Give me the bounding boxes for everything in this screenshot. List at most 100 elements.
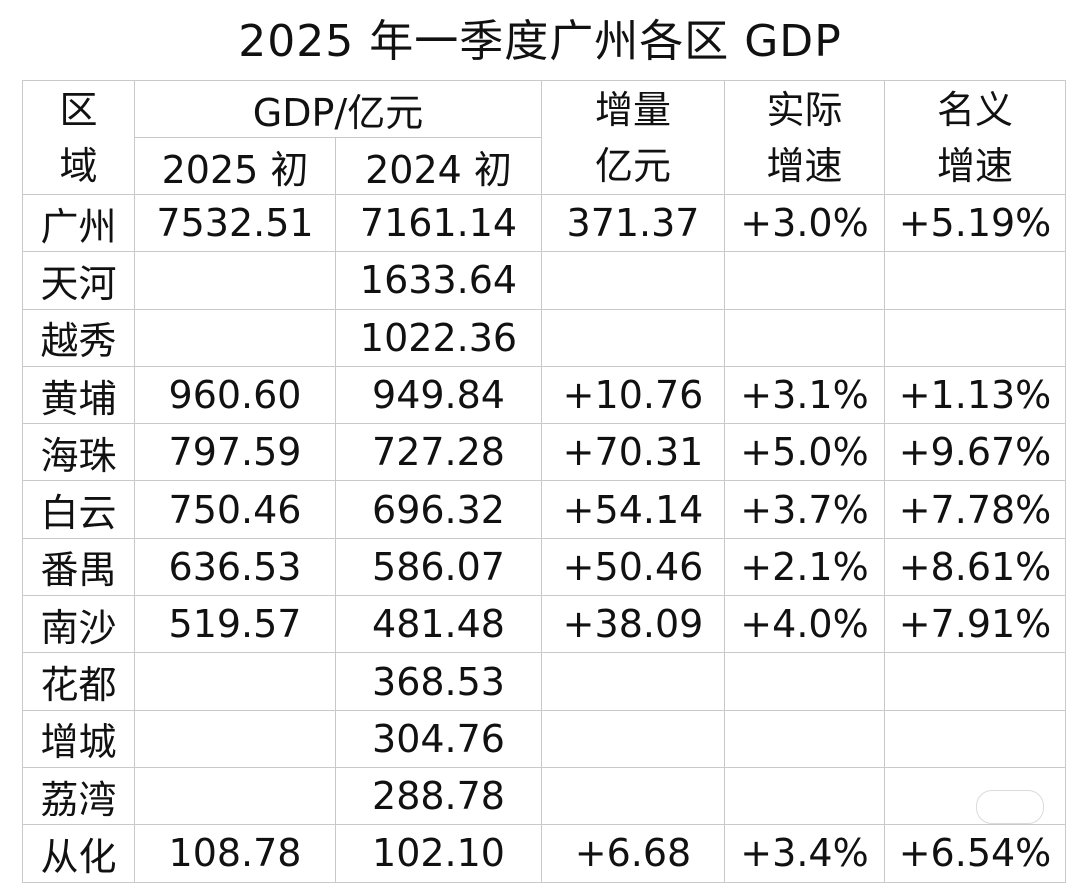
- cell-gdp-2024: 304.76: [335, 709, 542, 768]
- header-region-line-1: 区: [59, 87, 98, 132]
- cell-real-growth: [724, 766, 885, 826]
- cell-region: 黄埔: [22, 365, 135, 425]
- cell-gdp-2024: 1022.36: [335, 308, 542, 367]
- cell-gdp-2025: 797.59: [134, 423, 336, 482]
- header-increase-line-1: 增量: [594, 87, 671, 132]
- header-region-line-2: 域: [59, 143, 98, 188]
- cell-increase: +6.68: [541, 824, 725, 883]
- cell-nominal-growth: +5.19%: [884, 193, 1066, 253]
- header-increase: 增量 亿元: [541, 80, 725, 195]
- cell-region: 广州: [22, 193, 135, 253]
- cell-real-growth: +3.1%: [724, 365, 885, 425]
- cell-nominal-growth: +7.78%: [884, 480, 1066, 539]
- table-row: 番禺 636.53 586.07 +50.46 +2.1% +8.61%: [22, 537, 1066, 597]
- cell-region: 增城: [22, 709, 135, 768]
- header-real-growth: 实际 增速: [724, 80, 885, 195]
- cell-gdp-2025: 636.53: [134, 537, 336, 597]
- cell-region: 花都: [22, 652, 135, 711]
- table-row: 海珠 797.59 727.28 +70.31 +5.0% +9.67%: [22, 423, 1066, 482]
- cell-increase: +70.31: [541, 423, 725, 482]
- cell-gdp-2025: 519.57: [134, 595, 336, 654]
- cell-gdp-2024: 586.07: [335, 537, 542, 597]
- cell-gdp-2024: 368.53: [335, 652, 542, 711]
- cell-nominal-growth: +1.13%: [884, 365, 1066, 425]
- cell-nominal-growth: +8.61%: [884, 537, 1066, 597]
- cell-increase: [541, 709, 725, 768]
- cell-gdp-2024: 1633.64: [335, 251, 542, 310]
- cell-gdp-2025: [134, 251, 336, 310]
- cell-gdp-2024: 696.32: [335, 480, 542, 539]
- header-nominal-growth-line-2: 增速: [936, 143, 1013, 188]
- cell-gdp-2024: 727.28: [335, 423, 542, 482]
- cell-region: 从化: [22, 824, 135, 883]
- page-title: 2025 年一季度广州各区 GDP: [238, 16, 842, 67]
- header-real-growth-line-1: 实际: [766, 87, 843, 132]
- cell-region: 番禺: [22, 537, 135, 597]
- cell-region: 越秀: [22, 308, 135, 367]
- cell-nominal-growth: [884, 251, 1066, 310]
- cell-gdp-2025: 960.60: [134, 365, 336, 425]
- header-nominal-growth: 名义 增速: [884, 80, 1066, 195]
- gdp-table: 区 域 GDP/亿元 增量 亿元 实际 增速 名义 增速 2025 初 2024…: [22, 80, 1066, 883]
- cell-nominal-growth: [884, 308, 1066, 367]
- cell-region: 南沙: [22, 595, 135, 654]
- cell-increase: [541, 766, 725, 826]
- header-2024: 2024 初: [335, 137, 542, 195]
- cell-region: 荔湾: [22, 766, 135, 826]
- cell-nominal-growth: +7.91%: [884, 595, 1066, 654]
- header-2025: 2025 初: [134, 137, 336, 195]
- table-row: 花都 368.53: [22, 652, 1066, 711]
- table-row: 广州 7532.51 7161.14 371.37 +3.0% +5.19%: [22, 193, 1066, 253]
- cell-gdp-2024: 481.48: [335, 595, 542, 654]
- cell-real-growth: [724, 709, 885, 768]
- table-row: 黄埔 960.60 949.84 +10.76 +3.1% +1.13%: [22, 365, 1066, 425]
- watermark-logo: [976, 790, 1044, 824]
- cell-gdp-2025: 7532.51: [134, 193, 336, 253]
- cell-gdp-2025: 750.46: [134, 480, 336, 539]
- table-row: 从化 108.78 102.10 +6.68 +3.4% +6.54%: [22, 824, 1066, 883]
- cell-gdp-2024: 102.10: [335, 824, 542, 883]
- cell-real-growth: +5.0%: [724, 423, 885, 482]
- cell-gdp-2025: [134, 709, 336, 768]
- cell-increase: +54.14: [541, 480, 725, 539]
- cell-increase: +50.46: [541, 537, 725, 597]
- cell-real-growth: [724, 652, 885, 711]
- cell-increase: +10.76: [541, 365, 725, 425]
- cell-real-growth: +4.0%: [724, 595, 885, 654]
- cell-real-growth: [724, 251, 885, 310]
- cell-nominal-growth: [884, 652, 1066, 711]
- cell-gdp-2025: [134, 308, 336, 367]
- cell-region: 白云: [22, 480, 135, 539]
- table-row: 越秀 1022.36: [22, 308, 1066, 367]
- table-row: 荔湾 288.78: [22, 766, 1066, 826]
- cell-nominal-growth: +9.67%: [884, 423, 1066, 482]
- cell-increase: [541, 251, 725, 310]
- cell-region: 海珠: [22, 423, 135, 482]
- cell-real-growth: +3.4%: [724, 824, 885, 883]
- header-increase-line-2: 亿元: [594, 143, 671, 188]
- header-nominal-growth-line-1: 名义: [936, 87, 1013, 132]
- cell-region: 天河: [22, 251, 135, 310]
- cell-increase: [541, 308, 725, 367]
- table-row: 南沙 519.57 481.48 +38.09 +4.0% +7.91%: [22, 595, 1066, 654]
- cell-gdp-2025: [134, 766, 336, 826]
- cell-nominal-growth: +6.54%: [884, 824, 1066, 883]
- cell-real-growth: [724, 308, 885, 367]
- table-row: 天河 1633.64: [22, 251, 1066, 310]
- cell-real-growth: +3.7%: [724, 480, 885, 539]
- header-real-growth-line-2: 增速: [766, 143, 843, 188]
- cell-gdp-2025: [134, 652, 336, 711]
- cell-increase: +38.09: [541, 595, 725, 654]
- cell-gdp-2024: 288.78: [335, 766, 542, 826]
- cell-gdp-2024: 949.84: [335, 365, 542, 425]
- cell-gdp-2024: 7161.14: [335, 193, 542, 253]
- cell-real-growth: +2.1%: [724, 537, 885, 597]
- table-row: 白云 750.46 696.32 +54.14 +3.7% +7.78%: [22, 480, 1066, 539]
- cell-gdp-2025: 108.78: [134, 824, 336, 883]
- cell-increase: [541, 652, 725, 711]
- header-gdp-group: GDP/亿元: [134, 80, 542, 138]
- cell-nominal-growth: [884, 709, 1066, 768]
- header-region: 区 域: [22, 80, 135, 195]
- cell-real-growth: +3.0%: [724, 193, 885, 253]
- cell-increase: 371.37: [541, 193, 725, 253]
